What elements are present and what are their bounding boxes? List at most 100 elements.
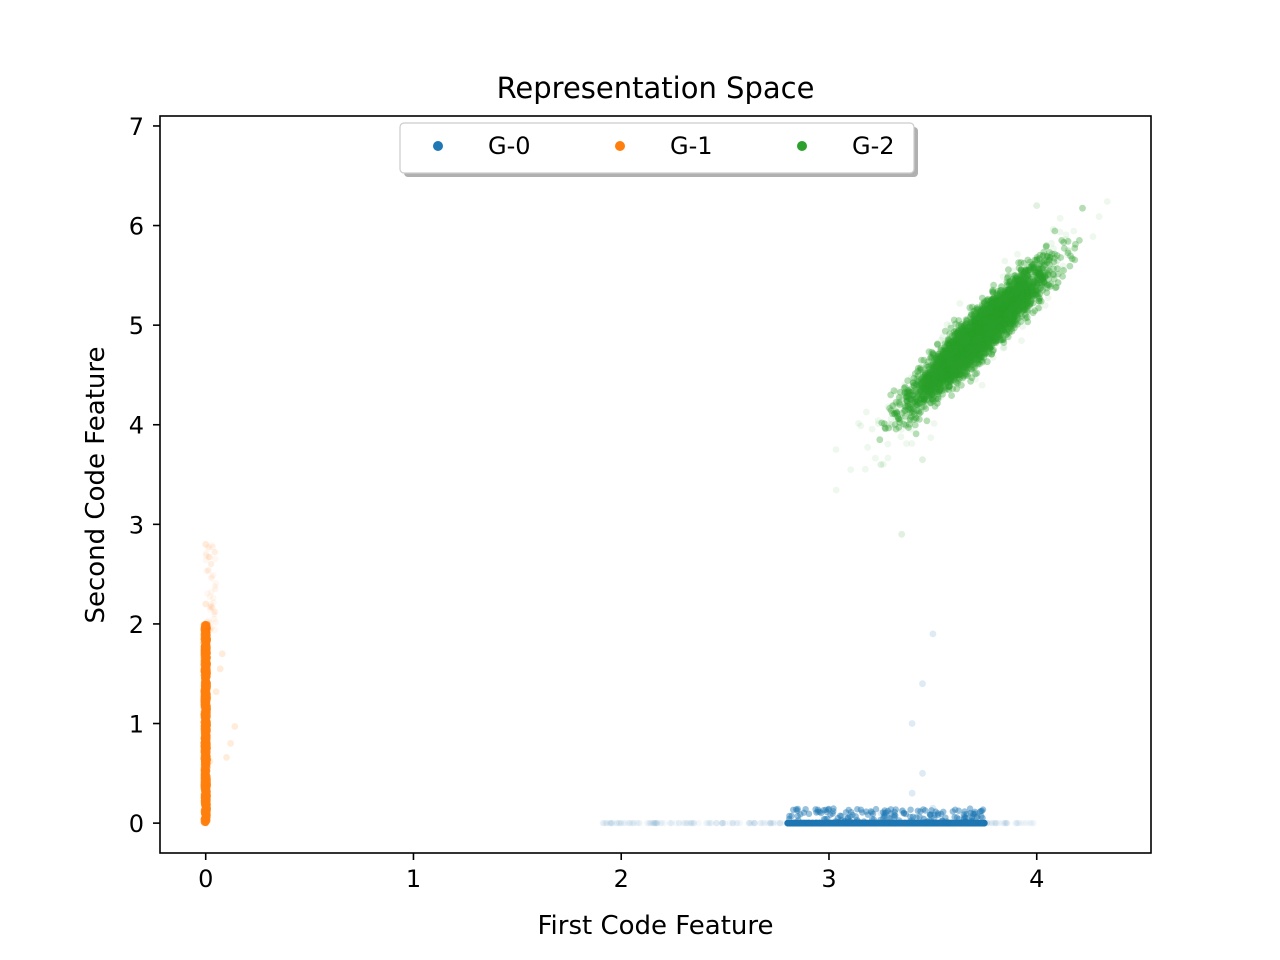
data-point <box>211 626 218 634</box>
data-point <box>808 819 816 827</box>
data-point <box>968 819 976 827</box>
data-point <box>832 819 839 827</box>
data-point <box>869 819 876 827</box>
data-point <box>845 819 852 827</box>
data-point <box>866 819 873 827</box>
data-point <box>973 813 981 821</box>
data-point <box>957 819 965 827</box>
data-point <box>960 811 967 818</box>
data-point <box>978 819 985 827</box>
data-point <box>606 819 614 827</box>
data-point <box>793 819 800 827</box>
data-point <box>890 819 897 827</box>
data-point <box>973 819 981 827</box>
data-point <box>600 819 607 827</box>
data-point <box>852 819 859 827</box>
data-point <box>203 662 211 669</box>
data-point <box>204 709 211 716</box>
data-point <box>886 819 893 827</box>
data-point <box>846 819 853 827</box>
data-point <box>889 819 896 827</box>
data-point <box>908 789 916 797</box>
data-point <box>965 819 972 827</box>
data-point <box>202 600 210 608</box>
data-point <box>935 819 942 827</box>
data-point <box>842 819 850 826</box>
data-point <box>859 819 866 827</box>
data-point <box>871 819 879 827</box>
data-point <box>965 819 972 827</box>
data-point <box>877 819 884 827</box>
series-G-2 <box>832 198 1111 538</box>
data-point <box>859 819 866 827</box>
data-point <box>975 819 982 827</box>
data-point <box>947 819 954 827</box>
data-point <box>814 808 822 815</box>
data-point <box>800 819 807 827</box>
data-point <box>980 819 987 827</box>
data-point <box>905 819 912 827</box>
data-point <box>844 819 851 827</box>
data-point <box>910 819 918 827</box>
data-point <box>815 819 822 827</box>
data-point <box>902 819 909 827</box>
data-point <box>979 806 987 813</box>
data-point <box>885 815 893 822</box>
data-point <box>719 819 726 827</box>
data-point <box>845 819 853 827</box>
data-point <box>208 541 216 549</box>
data-point <box>955 819 962 827</box>
data-point <box>952 819 959 827</box>
data-point <box>886 819 893 827</box>
data-point <box>908 819 916 827</box>
data-point <box>809 819 816 827</box>
data-point <box>966 805 974 812</box>
data-point <box>1030 819 1037 827</box>
data-point <box>817 819 824 827</box>
data-point <box>920 806 927 813</box>
data-point <box>1066 262 1074 270</box>
data-point <box>923 819 930 827</box>
data-point <box>809 819 816 827</box>
data-point <box>935 819 942 827</box>
data-point <box>932 819 940 827</box>
data-point <box>847 819 854 827</box>
data-point <box>826 819 833 827</box>
data-point <box>882 819 889 827</box>
data-point <box>859 819 866 827</box>
data-point <box>202 540 210 548</box>
data-point <box>850 819 857 827</box>
data-point <box>910 819 917 827</box>
data-point <box>908 819 915 827</box>
data-point <box>202 812 209 819</box>
data-point <box>970 819 977 827</box>
data-point <box>944 819 951 827</box>
data-point <box>792 819 799 827</box>
data-point <box>201 640 208 647</box>
data-point <box>892 819 900 827</box>
data-point <box>910 819 918 827</box>
data-point <box>897 819 905 827</box>
data-point <box>838 819 846 827</box>
data-point <box>751 819 758 827</box>
data-point <box>797 819 805 827</box>
plot-points <box>200 198 1111 827</box>
data-point <box>969 819 976 827</box>
data-point <box>891 814 898 821</box>
data-point <box>878 819 885 827</box>
data-point <box>899 819 906 827</box>
data-point <box>764 819 771 827</box>
data-point <box>862 819 869 827</box>
data-point <box>878 819 885 827</box>
data-point <box>908 720 916 727</box>
data-point <box>805 819 812 827</box>
data-point <box>837 819 844 827</box>
data-point <box>881 819 888 827</box>
data-point <box>797 819 804 827</box>
data-point <box>939 819 946 827</box>
data-point <box>967 819 974 827</box>
data-point <box>713 819 720 827</box>
data-point <box>979 819 986 827</box>
data-point <box>816 819 823 827</box>
data-point <box>953 819 961 827</box>
